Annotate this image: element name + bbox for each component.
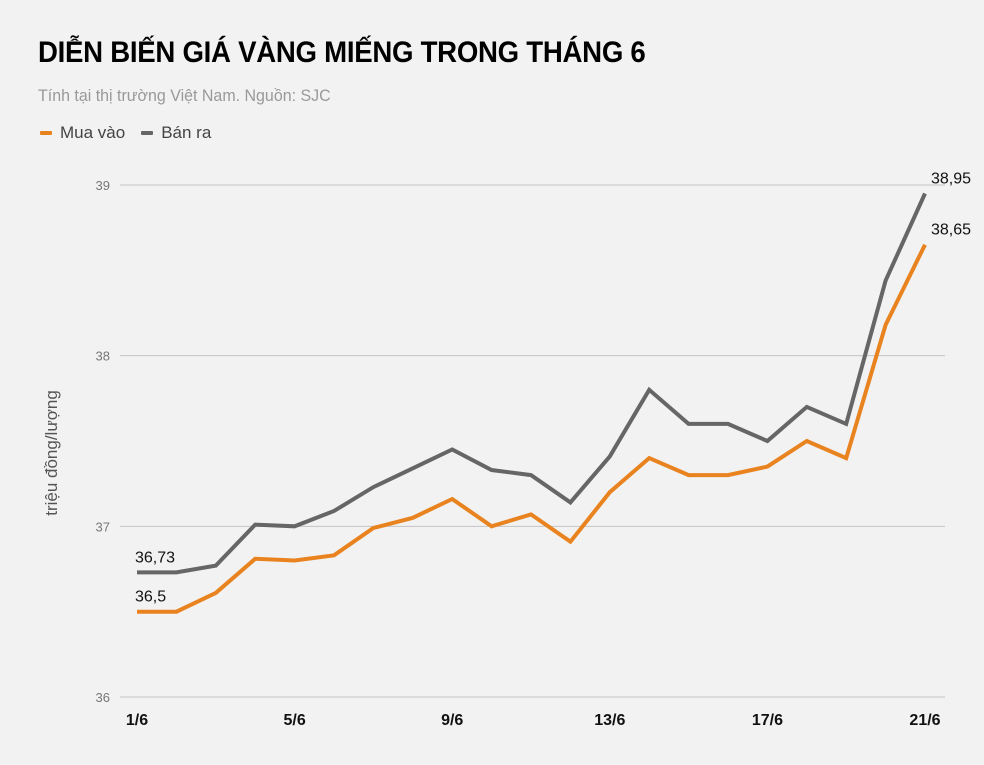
y-tick-label: 36 (96, 690, 110, 705)
legend-label-sell: Bán ra (161, 123, 212, 142)
data-label: 38,65 (931, 222, 971, 239)
chart-subtitle: Tính tại thị trường Việt Nam. Nguồn: SJC (38, 86, 331, 105)
y-tick-label: 37 (96, 519, 110, 534)
legend-label-buy: Mua vào (60, 123, 126, 142)
y-tick-label: 39 (96, 178, 110, 193)
legend: Mua vào Bán ra (40, 123, 227, 143)
data-label: 38,95 (931, 171, 971, 188)
series-line (137, 192, 927, 575)
chart-title: DIỄN BIẾN GIÁ VÀNG MIẾNG TRONG THÁNG 6 (38, 36, 646, 69)
legend-item-buy: Mua vào (40, 123, 125, 143)
data-label: 36,73 (135, 549, 175, 566)
y-tick-label: 38 (96, 349, 110, 364)
legend-item-sell: Bán ra (141, 123, 211, 143)
x-tick-label: 1/6 (126, 712, 148, 729)
x-tick-label: 21/6 (909, 712, 940, 729)
data-label: 36,5 (135, 589, 166, 606)
series-line (137, 243, 927, 614)
x-tick-label: 17/6 (752, 712, 783, 729)
legend-swatch-sell (141, 131, 154, 135)
x-tick-label: 13/6 (594, 712, 625, 729)
x-tick-label: 5/6 (283, 712, 305, 729)
x-tick-label: 9/6 (441, 712, 463, 729)
legend-swatch-buy (40, 131, 52, 135)
